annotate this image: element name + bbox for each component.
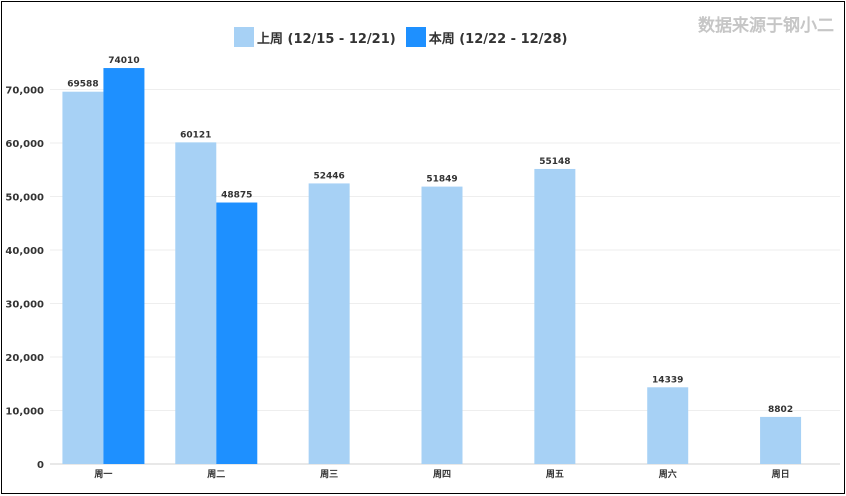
y-tick-label: 50,000 [5,193,44,204]
y-tick-label: 20,000 [5,353,44,364]
data-label-last-week: 8802 [768,405,793,415]
data-label-this-week: 74010 [108,56,139,66]
bar-last-week [62,91,104,465]
legend-swatch-this-week [405,27,426,47]
y-tick-label: 40,000 [5,246,44,257]
x-tick-label: 周五 [546,469,564,480]
chart-legend: 上周 (12/15 - 12/21) 本周 (12/22 - 12/28) [234,27,577,47]
x-tick-label: 周四 [433,469,451,480]
data-label-last-week: 51849 [426,175,457,185]
legend-swatch-last-week [234,27,254,47]
bar-last-week [175,142,217,464]
bar-this-week [216,202,258,465]
legend-label-last-week: 上周 (12/15 - 12/21) [257,31,396,47]
source-label: 数据来源于钢小二 [698,16,834,36]
y-tick-label: 0 [37,460,44,471]
bar-last-week [308,183,350,465]
y-tick-label: 60,000 [5,139,44,150]
data-label-last-week: 69588 [67,80,98,90]
data-label-last-week: 14339 [652,375,683,385]
x-tick-label: 周日 [772,469,790,480]
bar-last-week [534,168,576,465]
x-tick-label: 周一 [94,469,112,480]
data-label-last-week: 52446 [313,171,344,181]
bar-this-week [103,68,145,464]
y-tick-label: 30,000 [5,300,44,311]
data-label-last-week: 55148 [539,157,570,167]
y-tick-label: 70,000 [5,86,44,97]
bar-last-week [647,387,689,464]
legend-item-last-week[interactable]: 上周 (12/15 - 12/21) [234,27,396,47]
legend-label-this-week: 本周 (12/22 - 12/28) [428,31,568,47]
x-tick-label: 周二 [207,469,225,480]
x-tick-label: 周三 [320,469,338,480]
bar-last-week [421,186,463,464]
data-label-this-week: 48875 [221,191,252,201]
data-label-last-week: 60121 [180,130,211,140]
bar-last-week [760,416,802,464]
legend-item-this-week[interactable]: 本周 (12/22 - 12/28) [405,27,568,47]
y-tick-label: 10,000 [5,407,44,418]
x-tick-label: 周六 [659,468,677,480]
